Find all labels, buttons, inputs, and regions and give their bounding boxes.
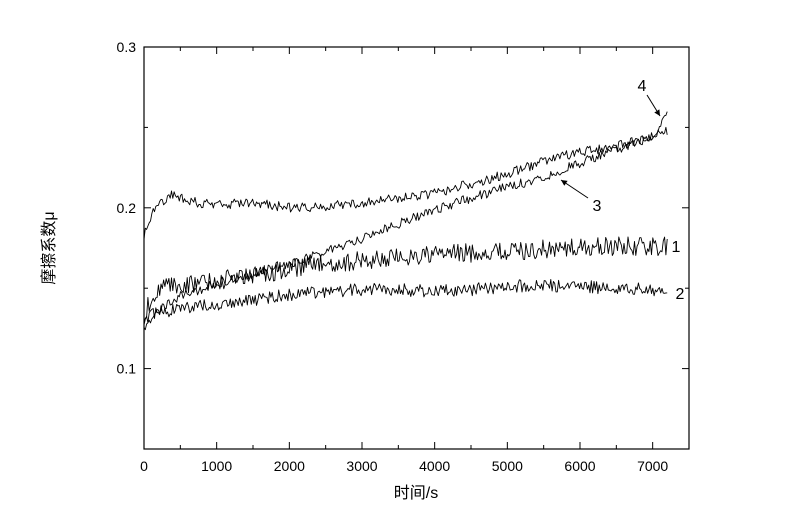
x-tick-label: 2000 [274, 458, 305, 474]
y-axis-title: 摩擦系数μ [40, 211, 58, 284]
curve-label-2: 2 [676, 286, 685, 303]
axis-ticks [143, 46, 689, 450]
curve-leader-3 [560, 179, 589, 199]
curve-leader-4 [646, 94, 661, 117]
x-tick-label: 3000 [346, 458, 377, 474]
x-tick-label: 1000 [201, 458, 232, 474]
x-tick-label: 4000 [419, 458, 450, 474]
x-tick-label: 6000 [564, 458, 595, 474]
curve-labels: 1 2 3 4 [560, 78, 685, 303]
y-tick-label: 0.2 [117, 200, 137, 216]
x-axis-title: 时间/s [394, 484, 438, 502]
tick-labels: 0 1000 2000 3000 4000 5000 6000 7000 0.1 0.2 0.3 [117, 39, 669, 474]
series-4-line [143, 111, 668, 240]
x-tick-label: 7000 [637, 458, 668, 474]
series-3-line [143, 126, 668, 331]
y-tick-label: 0.3 [117, 39, 137, 55]
plot-frame [143, 46, 690, 450]
x-tick-label: 5000 [492, 458, 523, 474]
curve-label-4: 4 [638, 78, 647, 95]
series-2-line [143, 279, 668, 326]
x-tick-label: 0 [140, 458, 148, 474]
y-tick-label: 0.1 [117, 361, 137, 377]
curve-label-1: 1 [672, 239, 681, 256]
curve-label-3: 3 [593, 198, 602, 215]
series-layer [143, 111, 668, 331]
